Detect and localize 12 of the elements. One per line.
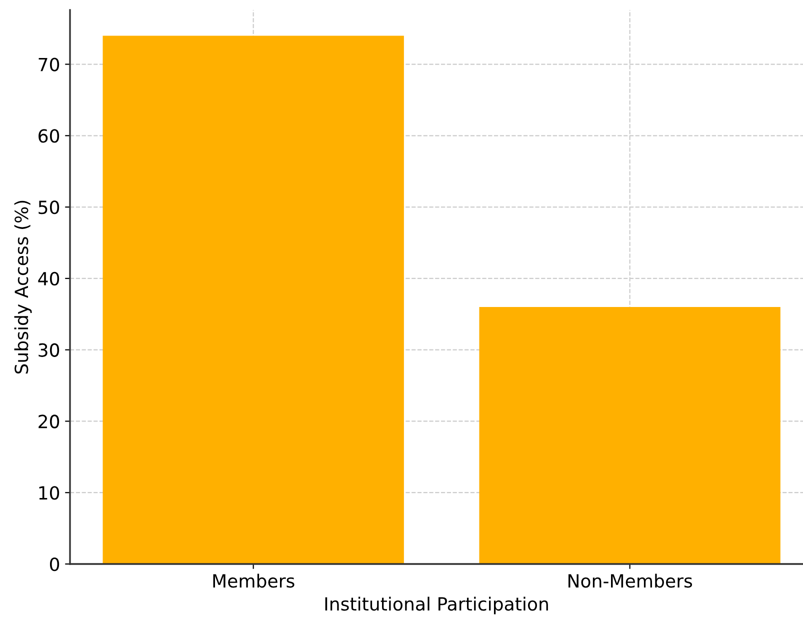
y-tick-label: 0 <box>50 557 60 572</box>
y-tick-label: 20 <box>38 414 60 428</box>
y-tick-label: 10 <box>39 486 60 500</box>
y-tick-label: 30 <box>38 343 60 357</box>
x-tick-label: Non-Members <box>568 574 692 588</box>
x-tick-label: Members <box>213 574 294 588</box>
y-tick-label: 50 <box>38 200 60 214</box>
y-tick-label: 40 <box>38 272 60 286</box>
y-tick-label: 60 <box>38 129 60 143</box>
y-tick-label: 70 <box>38 58 60 72</box>
x-axis-title: Institutional Participation <box>325 596 548 614</box>
y-axis-title: Subsidy Access (%) <box>14 200 32 374</box>
